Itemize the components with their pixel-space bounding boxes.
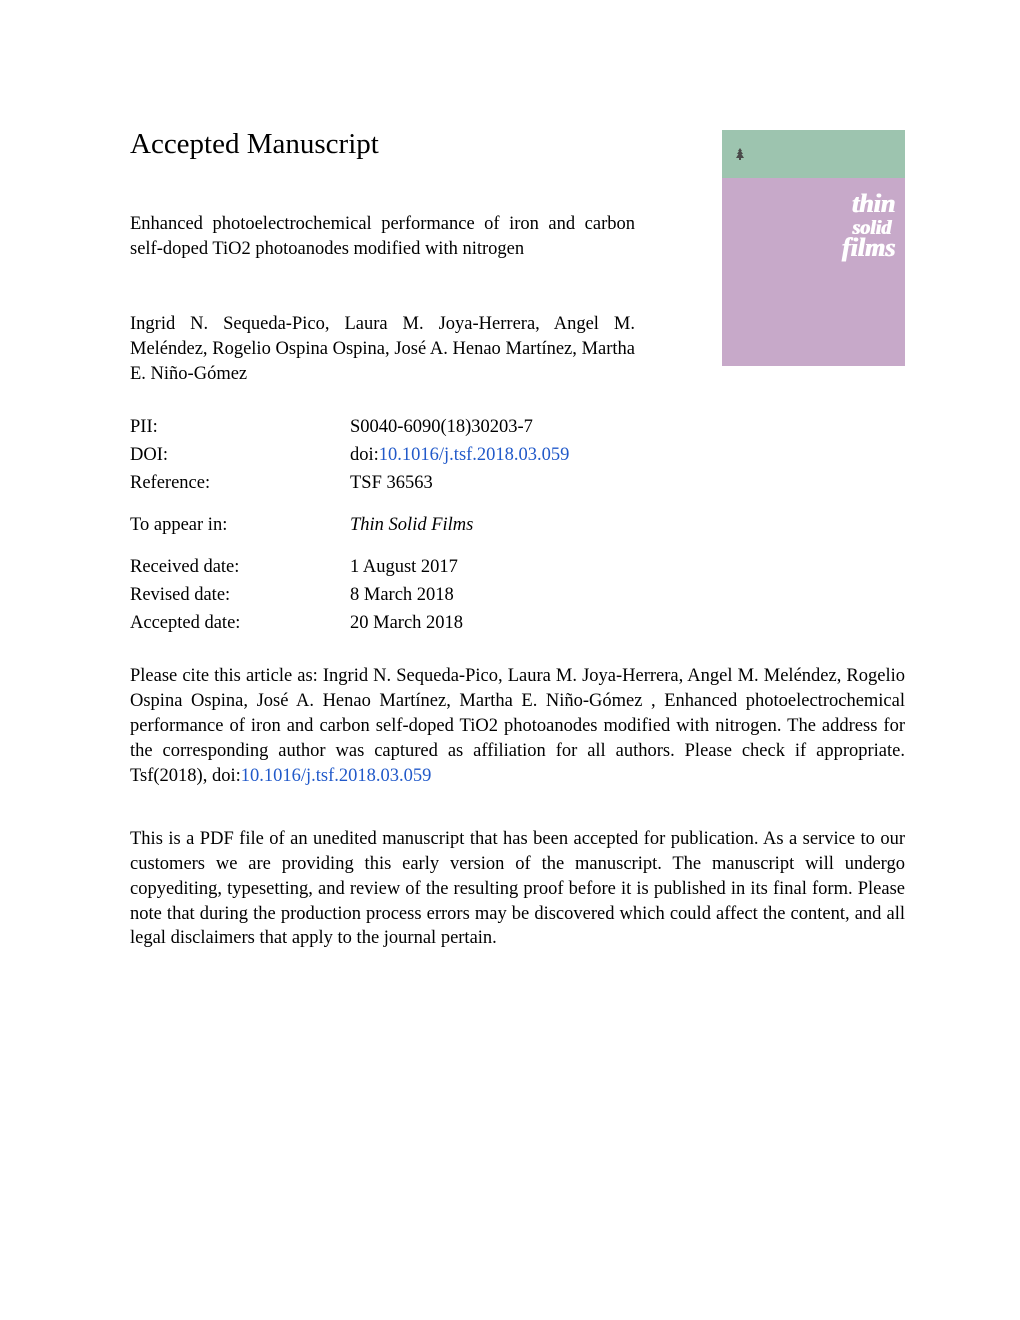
header-row: Accepted Manuscript Enhanced photoelectr… — [130, 125, 905, 415]
meta-row-appear: To appear in: Thin Solid Films — [130, 513, 905, 538]
metadata-table: PII: S0040-6090(18)30203-7 DOI: doi:10.1… — [130, 415, 905, 636]
doi-link[interactable]: 10.1016/j.tsf.2018.03.059 — [379, 445, 570, 465]
appear-value: Thin Solid Films — [350, 513, 473, 538]
citation-paragraph: Please cite this article as: Ingrid N. S… — [130, 664, 905, 789]
elsevier-tree-icon — [732, 146, 748, 162]
citation-doi-link[interactable]: 10.1016/j.tsf.2018.03.059 — [241, 766, 432, 786]
accepted-value: 20 March 2018 — [350, 611, 463, 636]
meta-row-pii: PII: S0040-6090(18)30203-7 — [130, 415, 905, 440]
doi-label: DOI: — [130, 443, 350, 468]
revised-value: 8 March 2018 — [350, 583, 454, 608]
cover-text-line3: films — [842, 233, 895, 262]
doi-prefix: doi: — [350, 445, 379, 465]
cover-top-bar — [722, 130, 905, 178]
meta-row-doi: DOI: doi:10.1016/j.tsf.2018.03.059 — [130, 443, 905, 468]
cover-journal-title: thin solid films — [732, 193, 895, 259]
pii-value: S0040-6090(18)30203-7 — [350, 415, 533, 440]
meta-row-accepted: Accepted date: 20 March 2018 — [130, 611, 905, 636]
meta-row-received: Received date: 1 August 2017 — [130, 555, 905, 580]
authors-list: Ingrid N. Sequeda-Pico, Laura M. Joya-He… — [130, 312, 635, 387]
journal-cover-image: thin solid films — [722, 130, 905, 366]
appear-label: To appear in: — [130, 513, 350, 538]
meta-row-reference: Reference: TSF 36563 — [130, 471, 905, 496]
doi-value: doi:10.1016/j.tsf.2018.03.059 — [350, 443, 569, 468]
received-value: 1 August 2017 — [350, 555, 458, 580]
cover-text-line1: thin — [852, 189, 895, 218]
reference-value: TSF 36563 — [350, 471, 433, 496]
manuscript-heading: Accepted Manuscript — [130, 125, 635, 164]
left-content: Accepted Manuscript Enhanced photoelectr… — [130, 125, 635, 415]
meta-row-revised: Revised date: 8 March 2018 — [130, 583, 905, 608]
disclaimer-paragraph: This is a PDF file of an unedited manusc… — [130, 827, 905, 952]
article-title: Enhanced photoelectrochemical performanc… — [130, 212, 635, 262]
cover-bottom-panel: thin solid films — [722, 178, 905, 366]
reference-label: Reference: — [130, 471, 350, 496]
received-label: Received date: — [130, 555, 350, 580]
pii-label: PII: — [130, 415, 350, 440]
accepted-label: Accepted date: — [130, 611, 350, 636]
revised-label: Revised date: — [130, 583, 350, 608]
